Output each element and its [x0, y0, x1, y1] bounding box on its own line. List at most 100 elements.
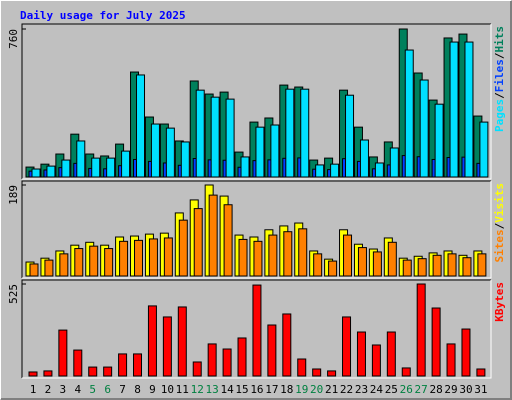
x-tick-label: 18 [280, 383, 293, 396]
chart-title: Daily usage for July 2025 [20, 9, 186, 22]
bar [431, 307, 441, 377]
x-tick-label: 24 [370, 383, 384, 396]
bar [387, 241, 397, 277]
bar [223, 204, 233, 277]
x-tick-label: 8 [134, 383, 141, 396]
bar [255, 126, 265, 178]
bar [432, 254, 442, 277]
x-tick-label: 11 [176, 383, 189, 396]
x-tick-label: 31 [474, 383, 487, 396]
bar [103, 366, 113, 377]
bar [402, 259, 412, 277]
bar [449, 41, 459, 178]
x-tick-label: 14 [220, 383, 234, 396]
bar [252, 284, 262, 377]
bar [210, 96, 220, 178]
bar [267, 324, 277, 377]
bar [162, 316, 172, 377]
legend-separator: / [493, 222, 506, 229]
bar [238, 238, 248, 277]
bar [462, 257, 472, 277]
bar [195, 89, 205, 178]
bar [148, 238, 158, 277]
x-tick-label: 6 [104, 383, 111, 396]
bar [118, 353, 128, 377]
x-tick-label: 7 [119, 383, 126, 396]
x-tick-label: 29 [444, 383, 457, 396]
bar [285, 88, 295, 178]
bar [193, 208, 203, 277]
bar [177, 306, 187, 377]
bar [312, 368, 322, 377]
legend-entry: Files [493, 59, 506, 92]
y-tick-label: 525 [7, 284, 20, 304]
panel-edge-light [22, 24, 492, 180]
bar [479, 121, 489, 178]
bar [106, 157, 116, 178]
bar [28, 371, 38, 377]
bar [461, 328, 471, 377]
x-tick-label: 5 [89, 383, 96, 396]
bar [44, 259, 54, 277]
bar [419, 79, 429, 178]
bar [464, 41, 474, 178]
bar [58, 329, 68, 377]
legend-separator: / [493, 52, 506, 59]
bar [237, 337, 247, 377]
legend-entry: Visits [493, 183, 506, 223]
x-tick-label: 23 [355, 383, 368, 396]
bar [163, 237, 173, 277]
bar [404, 49, 414, 178]
panel-edge-dark [21, 180, 491, 278]
x-tick-label: 1 [30, 383, 37, 396]
bar [342, 316, 352, 377]
x-tick-label: 9 [149, 383, 156, 396]
bar [208, 194, 218, 277]
bar [283, 231, 293, 277]
bar [343, 234, 353, 277]
bar [150, 123, 160, 178]
bar [134, 239, 144, 277]
bar [356, 331, 366, 377]
legend: Pages/Files/Hits [493, 26, 506, 132]
bar [74, 248, 84, 277]
bar [91, 157, 101, 178]
bar [389, 147, 399, 178]
bar [133, 353, 143, 377]
bar [240, 156, 250, 178]
bar [357, 247, 367, 277]
bar [476, 368, 486, 377]
bar [165, 127, 175, 178]
bar [253, 240, 263, 277]
bar [327, 370, 337, 377]
bar [417, 258, 427, 277]
x-tick-label: 16 [250, 383, 263, 396]
bar [268, 234, 278, 277]
bar [282, 313, 292, 377]
bar [297, 358, 307, 377]
x-tick-label: 27 [415, 383, 428, 396]
bar [477, 253, 487, 277]
y-tick-label: 760 [7, 29, 20, 49]
x-tick-label: 28 [429, 383, 442, 396]
legend: KBytes [493, 282, 506, 322]
bar [180, 141, 190, 178]
bar [315, 164, 325, 178]
bar [222, 348, 232, 377]
legend-entry: Hits [493, 26, 506, 53]
bar [416, 283, 426, 377]
x-tick-label: 21 [325, 383, 338, 396]
bar [298, 228, 308, 277]
bar [76, 140, 86, 178]
bar [330, 163, 340, 178]
panel-edge-light [22, 280, 492, 379]
bar [345, 94, 355, 178]
bar [313, 253, 323, 277]
legend-entry: KBytes [493, 282, 506, 322]
bar [372, 251, 382, 277]
bar [192, 361, 202, 377]
panel-edge-light [22, 181, 492, 279]
bar [434, 103, 444, 178]
